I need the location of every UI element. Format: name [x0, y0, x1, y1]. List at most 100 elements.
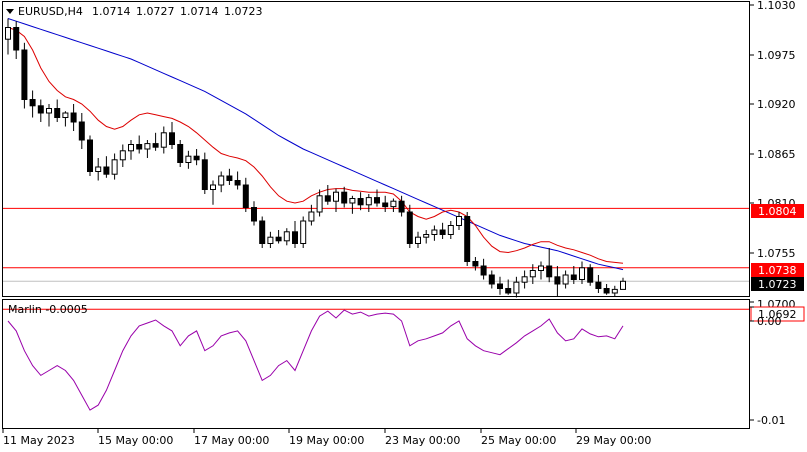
price-axis: 1.1030 1.0975 1.0920 1.0865 1.0810 1.075… — [750, 0, 796, 311]
candle-body — [513, 281, 520, 294]
candle-body — [587, 267, 594, 283]
close-value: 1.0723 — [224, 5, 263, 18]
fast-ma-line — [7, 27, 624, 264]
candle-body — [415, 236, 421, 244]
level-label-box — [750, 306, 805, 322]
candle-body — [70, 112, 77, 123]
candle-body — [423, 234, 430, 238]
level-label-text: 1.0738 — [758, 264, 797, 277]
candle-body — [521, 276, 528, 283]
time-tick-label: 17 May 00:00 — [194, 434, 269, 447]
candle-body — [29, 99, 36, 107]
candle-body — [267, 236, 274, 244]
open-value: 1.0714 — [92, 5, 131, 18]
time-tick-label: 23 May 00:00 — [385, 434, 460, 447]
oscillator-panel[interactable] — [2, 299, 750, 429]
candle-body — [324, 195, 331, 202]
candle-body — [497, 283, 503, 289]
candle-body — [357, 198, 364, 206]
candle-body — [349, 198, 356, 204]
candle-body — [37, 105, 44, 114]
candle-body — [300, 220, 307, 244]
candle-body — [341, 191, 348, 204]
candle-body — [54, 108, 61, 118]
time-axis: 11 May 2023 15 May 00:00 17 May 00:00 19… — [2, 429, 651, 447]
candle-body — [160, 132, 167, 148]
current-price-label-box — [751, 277, 804, 291]
horizontal-levels — [3, 207, 749, 310]
candle-body — [456, 216, 462, 226]
level-label-text: 1.0692 — [758, 308, 797, 321]
candle-body — [308, 211, 315, 222]
oscillator-title: Marlin -0.0005 — [8, 303, 88, 316]
candle-body — [21, 49, 28, 100]
candle-body — [177, 144, 184, 163]
candle-body — [595, 281, 602, 290]
time-tick-label: 11 May 2023 — [3, 434, 75, 447]
candle-body — [13, 27, 20, 51]
candle-body — [111, 159, 118, 175]
osc-tick-label: 0.00 — [757, 315, 782, 328]
candle-body — [78, 121, 85, 141]
current-price-label: 1.0723 — [758, 278, 797, 291]
candle-body — [169, 132, 175, 146]
candle-body — [333, 191, 339, 202]
candle-body — [538, 265, 544, 271]
candle-body — [406, 211, 413, 244]
candle-body — [529, 270, 536, 278]
candle-body — [46, 108, 52, 114]
candle-body — [218, 175, 225, 186]
price-tick-label: 1.0755 — [757, 247, 796, 260]
candle-body — [193, 155, 200, 161]
candle-body — [128, 144, 134, 152]
candle-body — [283, 231, 290, 242]
candle-body — [136, 144, 143, 150]
candle-body — [87, 139, 93, 172]
moving-averages — [7, 18, 624, 271]
candle-body — [210, 184, 216, 190]
candle-body — [464, 216, 471, 262]
price-panel[interactable] — [2, 1, 750, 297]
candle-body — [431, 229, 438, 235]
candle-body — [292, 231, 298, 245]
candle-body — [259, 220, 266, 244]
candle-body — [562, 274, 569, 285]
candle-body — [316, 195, 323, 213]
candle-body — [226, 175, 233, 181]
candle-body — [546, 265, 553, 278]
candle-body — [554, 276, 561, 285]
candle-body — [488, 274, 495, 285]
candle-body — [480, 265, 487, 276]
level-label-box — [751, 204, 804, 218]
candle-body — [472, 261, 479, 267]
candle-body — [603, 288, 610, 294]
oscillator-axis: 0.00 -0.01 — [750, 306, 785, 427]
candle-body — [201, 159, 208, 191]
candle-body — [382, 202, 389, 208]
candle-body — [234, 180, 241, 186]
time-tick-label: 15 May 00:00 — [98, 434, 173, 447]
candle-body — [242, 184, 249, 208]
candle-body — [152, 143, 159, 148]
candle-body — [447, 225, 454, 235]
time-tick-label: 29 May 00:00 — [576, 434, 651, 447]
osc-tick-label: -0.01 — [757, 414, 785, 427]
candle-body — [439, 229, 446, 235]
candle-body — [620, 280, 626, 290]
collapse-triangle-icon[interactable] — [6, 9, 14, 14]
candlesticks — [5, 18, 626, 298]
candle-body — [611, 288, 618, 294]
candle-body — [390, 200, 397, 208]
level-labels: 1.0804 1.0738 1.0723 1.0692 — [750, 204, 805, 322]
candle-body — [95, 166, 102, 172]
oscillator-line — [7, 309, 624, 411]
level-label-text: 1.0804 — [758, 205, 797, 218]
time-tick-label: 25 May 00:00 — [481, 434, 556, 447]
price-tick-label: 1.0975 — [757, 49, 796, 62]
price-tick-label: 1.0920 — [757, 98, 796, 111]
candle-body — [103, 166, 110, 175]
candle-body — [251, 207, 257, 222]
candle-body — [119, 150, 126, 161]
price-tick-label: 1.1030 — [757, 0, 796, 12]
low-value: 1.0714 — [180, 5, 219, 18]
